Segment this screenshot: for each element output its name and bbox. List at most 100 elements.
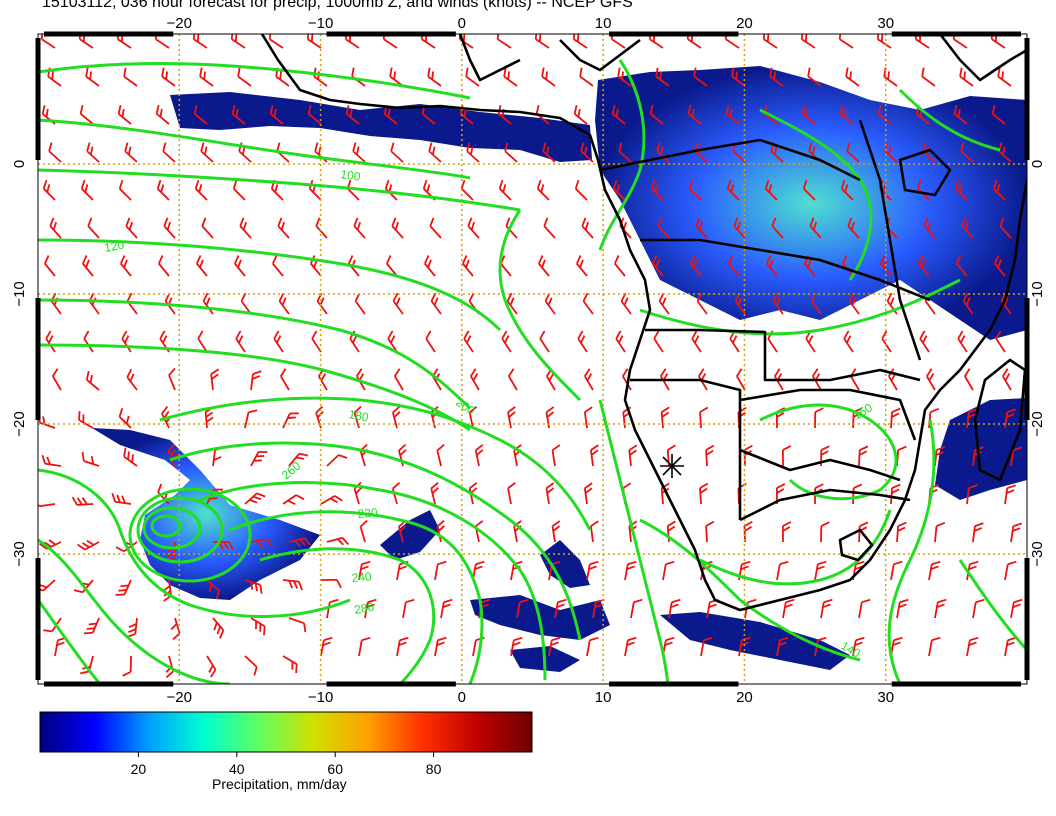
wind-barb (282, 494, 305, 505)
wind-barb (736, 368, 746, 391)
colorbar-label: Precipitation, mm/day (212, 776, 347, 792)
wind-barb (78, 411, 94, 429)
wind-barb (961, 217, 974, 239)
wind-barb (126, 368, 138, 391)
wind-barb (200, 142, 214, 163)
wind-barb (972, 598, 985, 619)
wind-barb (554, 598, 567, 619)
wind-barb (966, 484, 978, 505)
wind-barb (278, 292, 290, 315)
wind-barb (466, 142, 480, 163)
wind-barb (465, 67, 480, 87)
lon-tick-label-top: 10 (595, 15, 612, 32)
wind-barb (615, 330, 626, 353)
wind-barb (42, 179, 56, 201)
wind-barb (890, 560, 903, 581)
wind-barb (326, 536, 350, 546)
wind-barb (234, 255, 246, 277)
wind-barb (230, 34, 246, 49)
wind-barb (277, 217, 290, 239)
precip-area-south-atlantic-2 (540, 540, 590, 588)
lat-tick-label-left: −10 (11, 281, 28, 306)
wind-barb (652, 255, 664, 277)
wind-barb (584, 368, 594, 391)
wind-barb (918, 255, 930, 277)
contour-line (38, 538, 231, 684)
lon-tick-label-top: −20 (167, 15, 192, 32)
wind-barb (919, 330, 930, 353)
wind-barb (545, 482, 555, 505)
wind-barb (115, 579, 132, 596)
wind-barb (1004, 484, 1017, 505)
contour-line (159, 396, 592, 531)
national-border (599, 138, 861, 182)
cyclone-contour (128, 487, 252, 583)
lon-tick-label-top: 0 (458, 15, 466, 32)
lesotho (838, 528, 874, 562)
wind-barb (306, 34, 322, 49)
wind-barb (123, 67, 138, 87)
wind-barb (705, 520, 715, 543)
wind-barb (586, 636, 599, 657)
wind-barb (1004, 560, 1017, 581)
wind-barb (728, 255, 740, 277)
wind-barb (111, 493, 132, 505)
wind-barb (590, 520, 599, 543)
wind-barb (618, 142, 632, 163)
wind-barb (387, 330, 398, 353)
wind-barb (244, 409, 258, 429)
contour-line (38, 62, 471, 100)
wind-barb (693, 67, 708, 87)
lat-tick-label-left: −30 (11, 541, 28, 566)
wind-barb (580, 142, 594, 163)
wind-barb (199, 67, 214, 87)
wind-barb (966, 636, 979, 657)
wind-barb (467, 217, 480, 239)
wind-barb (928, 407, 940, 429)
wind-barb (398, 443, 407, 467)
wind-barb (504, 142, 518, 163)
wind-barb (725, 104, 740, 125)
cyclone-contour (142, 506, 202, 550)
wind-barb (320, 578, 342, 589)
lon-tick-label-bottom: −10 (308, 689, 333, 706)
lat-tick-label-right: 0 (1029, 160, 1046, 168)
wind-barb (966, 408, 978, 429)
wind-barb (956, 255, 968, 277)
wind-barb (769, 67, 784, 87)
wind-barb (534, 34, 550, 49)
wind-barb (282, 412, 299, 429)
wind-barb (657, 217, 670, 239)
wind-barb (877, 104, 892, 125)
wind-barb (273, 330, 284, 353)
wind-barb (655, 67, 670, 87)
wind-barb (87, 217, 100, 239)
wind-barb (52, 368, 62, 391)
wind-barb (428, 142, 442, 163)
wind-barb (809, 217, 822, 239)
wind-barb (244, 655, 258, 676)
wind-barb (155, 104, 170, 125)
wind-barb (896, 521, 907, 543)
lat-tick-label-left: 0 (11, 160, 28, 168)
contour-label: 100 (340, 167, 362, 184)
wind-barb (617, 67, 632, 87)
wind-barb (551, 444, 561, 467)
wind-barb (272, 255, 284, 277)
wind-barb (79, 104, 94, 125)
wind-barb (80, 179, 94, 201)
wind-barb (782, 598, 795, 619)
wind-barb (688, 179, 702, 201)
precip-area-south-atlantic-1 (380, 510, 440, 560)
wind-barb (886, 292, 898, 315)
wind-barb (820, 598, 833, 619)
wind-barb (358, 560, 371, 581)
wind-barb (201, 217, 214, 239)
wind-barb (662, 560, 675, 581)
wind-barb (845, 67, 860, 87)
wind-barb (71, 496, 94, 506)
wind-barb (498, 179, 512, 201)
wind-barb (538, 255, 550, 277)
wind-barb (890, 407, 901, 429)
